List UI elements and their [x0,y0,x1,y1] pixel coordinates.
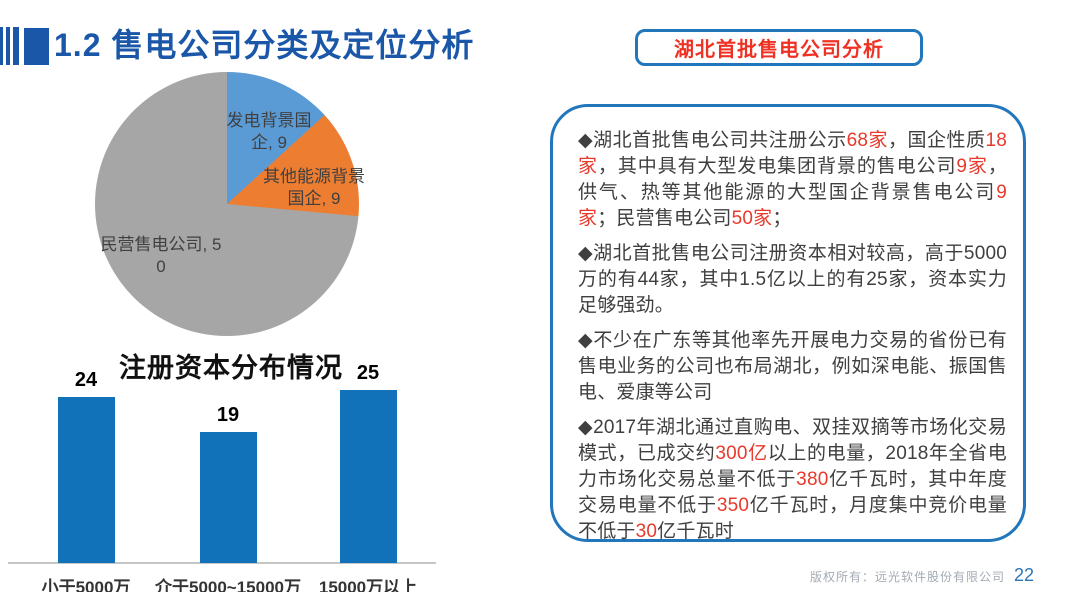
footer: 版权所有：远光软件股份有限公司 22 [810,565,1034,586]
highlighted-number: 30 [635,521,658,542]
highlighted-number: 9家 [956,156,988,177]
bar-value-label: 25 [356,362,380,384]
pie-slice-label-gen-soe: 发电背景国企, 9 [226,111,312,152]
bar-category-label: 介于5000~15000万 [154,578,302,592]
bullet-text: ◆湖北首批售电公司共注册公示 [578,130,847,151]
bar [57,397,115,563]
bullet-text: 以上的电量，2018年全省电力市场化交易总量不低于 [578,443,1007,490]
bullet-text: ◆湖北首批售电公司注册资本相对较高，高于5000万的有44家，其中1.5亿以上的… [578,243,1007,316]
highlighted-number: 9家 [578,182,1007,229]
bullet-text: ◆不少在广东等其他率先开展电力交易的省份已有售电业务的公司也布局湖北，例如深电能… [578,330,1007,403]
pie-chart: 发电背景国企, 9 其他能源背景国企, 9 民营售电公司, 50 [0,0,540,360]
analysis-bullet: ◆不少在广东等其他率先开展电力交易的省份已有售电业务的公司也布局湖北，例如深电能… [578,328,1007,406]
bullet-text: ，其中具有大型发电集团背景的售电公司 [597,156,957,177]
copyright-text: 版权所有：远光软件股份有限公司 [809,570,1005,584]
bullet-text: ； [772,208,792,229]
analysis-bullet: ◆湖北首批售电公司共注册公示68家，国企性质18家，其中具有大型发电集团背景的售… [578,128,1007,232]
bar-value-label: 19 [216,404,240,426]
pie-graphic [95,72,359,336]
pie-slice-label-private: 民营售电公司, 50 [100,235,222,276]
bar-plot-area: 24 小于5000万 19 介于5000~15000万 25 15000万以上 [0,340,520,592]
bar [199,432,257,563]
analysis-box: ◆湖北首批售电公司共注册公示68家，国企性质18家，其中具有大型发电集团背景的售… [550,104,1026,542]
bullet-text: ◆2017年湖北通过直购电、双挂双摘等市场化交易模式，已成交约 [578,417,1007,464]
highlighted-number: 380 [796,469,829,490]
bar [339,390,397,563]
x-axis-line [8,562,436,564]
highlighted-number: 18家 [578,130,1007,177]
bar-chart: 注册资本分布情况 24 小于5000万 19 介于5000~15000万 25 15000… [0,340,520,592]
highlighted-number: 50家 [731,208,773,229]
page-number: 22 [1013,565,1034,585]
bullet-text: 亿千瓦时，其中年度交易电量不低于 [578,469,1007,516]
bar-value-label: 24 [74,369,98,391]
section-tag: 湖北首批售电公司分析 [635,29,923,66]
bullet-text: ，国企性质 [887,130,986,151]
analysis-bullet: ◆2017年湖北通过直购电、双挂双摘等市场化交易模式，已成交约300亿以上的电量… [578,415,1007,542]
highlighted-number: 68家 [846,130,888,151]
highlighted-number: 350 [716,495,750,516]
bullet-text: ；民营售电公司 [597,208,732,229]
bullet-text: 亿千瓦时 [657,521,734,542]
bar-category-label: 小于5000万 [41,578,131,592]
page-title: 1.2 售电公司分类及定位分析 [54,27,475,63]
analysis-bullet: ◆湖北首批售电公司注册资本相对较高，高于5000万的有44家，其中1.5亿以上的… [578,241,1007,319]
title-marker-icon [0,26,49,66]
section-tag-label: 湖北首批售电公司分析 [674,39,884,61]
pie-slice-label-other-energy-soe: 其他能源背景国企, 9 [263,167,365,208]
bar-chart-title: 注册资本分布情况 [119,353,343,383]
bullet-text: ，供气、热等其他能源的大型国企背景售电公司 [578,156,1008,203]
highlighted-number: 300亿 [715,443,768,464]
bullet-text: 亿千瓦时，月度集中竞价电量不低于 [578,495,1007,542]
bar-category-label: 15000万以上 [318,578,418,592]
